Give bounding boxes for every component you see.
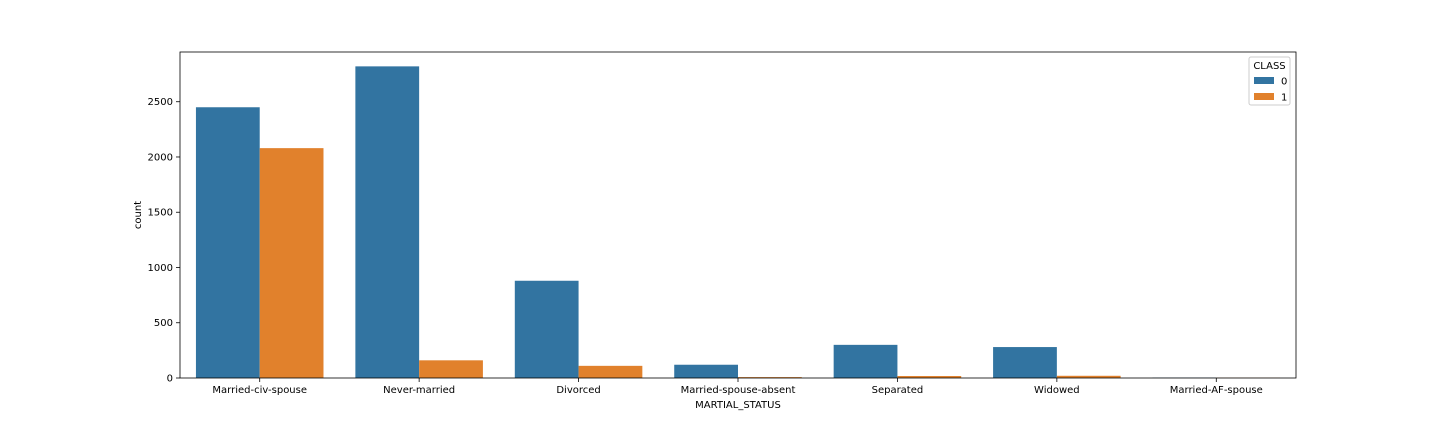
legend-swatch-0 xyxy=(1254,77,1274,84)
x-tick-label: Married-AF-spouse xyxy=(1170,385,1263,396)
bar-1-separated xyxy=(897,376,962,378)
legend-label-0: 0 xyxy=(1281,77,1287,88)
y-tick-label: 1000 xyxy=(148,263,173,274)
y-tick-label: 0 xyxy=(167,374,173,385)
y-tick-label: 2000 xyxy=(148,152,173,163)
bar-1-widowed xyxy=(1056,375,1121,378)
x-tick-label: Divorced xyxy=(556,385,600,396)
bar-0-married-spouse-absent xyxy=(674,364,738,378)
x-tick-label: Widowed xyxy=(1034,385,1080,396)
x-axis-ticks: Married-civ-spouse Never-married Divorced M… xyxy=(212,378,1263,396)
bars-layer xyxy=(195,66,1281,379)
legend-label-1: 1 xyxy=(1281,93,1287,104)
legend: CLASS 01 xyxy=(1248,56,1291,106)
bar-0-divorced xyxy=(514,280,579,378)
x-tick-label: Never-married xyxy=(383,385,455,396)
bar-1-married-spouse-absent xyxy=(738,377,802,378)
bar-0-separated xyxy=(833,344,898,378)
x-axis-label: MARTIAL_STATUS xyxy=(695,400,781,411)
y-tick-label: 500 xyxy=(154,318,173,329)
y-axis-label: count xyxy=(133,201,144,229)
y-tick-label: 1500 xyxy=(148,208,173,219)
y-tick-label: 2500 xyxy=(148,97,173,108)
legend-swatch-1 xyxy=(1254,93,1274,100)
plot-frame xyxy=(179,51,1297,379)
x-tick-label: Married-spouse-absent xyxy=(681,385,796,396)
bar-0-widowed xyxy=(993,347,1057,378)
bar-1-never-married xyxy=(419,360,483,378)
bar-1-married-civ-spouse xyxy=(259,148,324,378)
legend-title: CLASS xyxy=(1253,61,1285,72)
bar-0-married-civ-spouse xyxy=(195,107,260,378)
x-tick-label: Separated xyxy=(872,385,924,396)
y-axis-ticks: 0 500 1000 1500 2000 2500 xyxy=(148,97,180,385)
bar-0-never-married xyxy=(355,66,420,379)
x-tick-label: Married-civ-spouse xyxy=(212,385,307,396)
bar-1-divorced xyxy=(578,365,643,378)
legend-items: 01 xyxy=(1254,77,1287,104)
